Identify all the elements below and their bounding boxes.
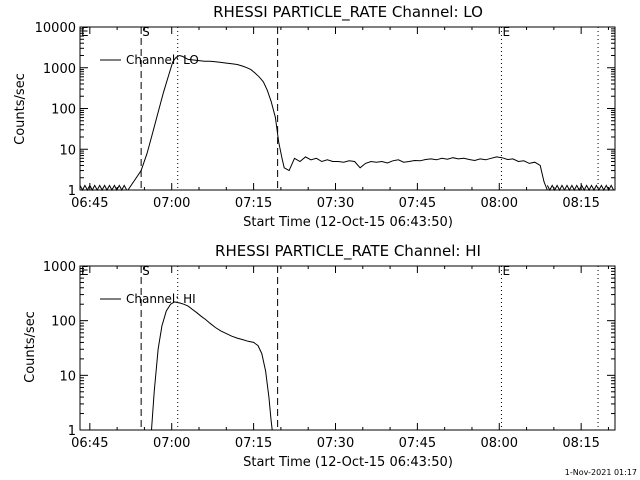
series-line xyxy=(127,54,548,191)
marker-label: S xyxy=(142,264,150,278)
series-line xyxy=(151,301,273,431)
marker-label: E xyxy=(502,25,510,39)
marker-label: E xyxy=(81,25,89,39)
series-noise-floor xyxy=(79,184,128,192)
y-axis-label: Counts/sec xyxy=(13,73,28,145)
y-tick-label: 1 xyxy=(68,184,76,199)
y-tick-label: 1000 xyxy=(43,62,76,77)
y-tick-label: 1 xyxy=(68,424,76,439)
chart-panel-hi: RHESSI PARTICLE_RATE Channel: HI Start T… xyxy=(23,242,616,470)
x-tick-label: 07:15 xyxy=(235,196,272,211)
legend-label: Channel: HI xyxy=(126,292,196,306)
x-tick-label: 07:15 xyxy=(235,436,272,451)
x-tick-label: 07:30 xyxy=(317,436,354,451)
x-tick-label: 06:45 xyxy=(71,436,108,451)
x-tick-label: 07:30 xyxy=(317,196,354,211)
y-tick-label: 10000 xyxy=(35,21,76,36)
x-tick-label: 08:15 xyxy=(562,196,599,211)
x-tick-label: 07:00 xyxy=(153,196,190,211)
y-axis-label: Counts/sec xyxy=(23,311,38,383)
marker-label: E xyxy=(81,264,89,278)
x-tick-label: 08:15 xyxy=(562,436,599,451)
y-tick-label: 1000 xyxy=(43,260,76,275)
chart-panel-lo: RHESSI PARTICLE_RATE Channel: LO Start T… xyxy=(13,3,616,230)
y-tick-label: 100 xyxy=(51,103,76,118)
x-tick-label: 07:45 xyxy=(399,196,436,211)
chart-title: RHESSI PARTICLE_RATE Channel: HI xyxy=(215,242,481,261)
x-tick-label: 07:45 xyxy=(399,436,436,451)
y-tick-label: 10 xyxy=(59,143,76,158)
x-tick-label: 08:00 xyxy=(481,436,518,451)
chart-title: RHESSI PARTICLE_RATE Channel: LO xyxy=(213,3,483,22)
y-tick-label: 10 xyxy=(59,369,76,384)
legend-label: Channel: LO xyxy=(126,53,199,67)
x-tick-label: 07:00 xyxy=(153,436,190,451)
x-tick-label: 06:45 xyxy=(71,196,108,211)
marker-label: E xyxy=(502,264,510,278)
x-tick-label: 08:00 xyxy=(481,196,518,211)
x-axis-label: Start Time (12-Oct-15 06:43:50) xyxy=(243,455,453,470)
y-tick-label: 100 xyxy=(51,315,76,330)
marker-label: S xyxy=(142,25,150,39)
footer-timestamp: 1-Nov-2021 01:17 xyxy=(565,468,637,477)
x-axis-label: Start Time (12-Oct-15 06:43:50) xyxy=(243,215,453,230)
series-noise-floor xyxy=(546,184,615,192)
